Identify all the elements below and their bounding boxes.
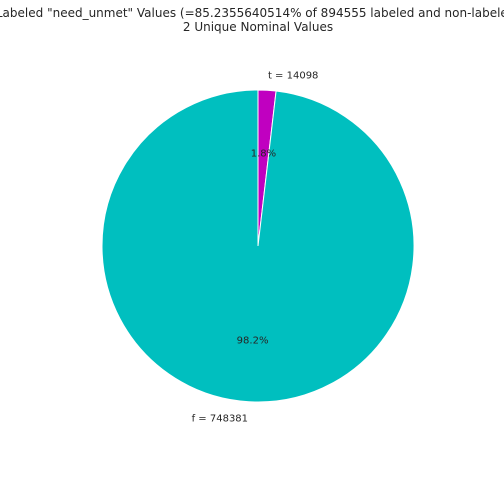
slice-label-0: t = 14098 <box>268 71 318 82</box>
slice-percent-0: 1.8% <box>251 149 276 160</box>
slice-percent-1: 98.2% <box>237 335 269 346</box>
pie-slices <box>101 89 415 403</box>
chart-title: Labeled "need_unmet" Values (=85.2355640… <box>0 6 504 20</box>
pie-labels: t = 14098 1.8% f = 748381 98.2% <box>192 71 319 425</box>
chart-subtitle: 2 Unique Nominal Values <box>183 20 333 34</box>
slice-label-1: f = 748381 <box>192 413 248 424</box>
pie-slice-1 <box>101 89 415 403</box>
